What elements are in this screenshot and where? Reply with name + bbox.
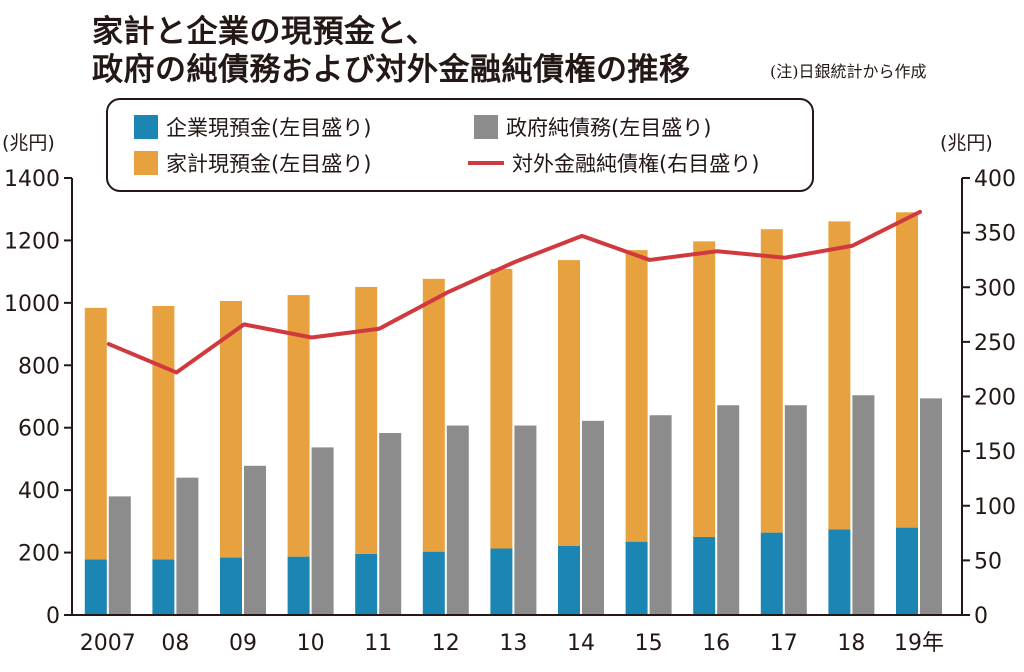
left-axis-tick-label: 600 (18, 417, 60, 442)
bar-government (244, 465, 266, 615)
legend-item-corporate: 企業現預金(左目盛り) (134, 112, 371, 142)
bar-household (625, 250, 648, 542)
x-tick-label: 18 (837, 631, 865, 656)
x-tick-label: 12 (432, 631, 460, 656)
left-axis-tick-label: 800 (18, 354, 60, 379)
legend-swatch-external (468, 161, 504, 165)
left-axis-tick-label: 1400 (4, 167, 60, 192)
chart-title-line2: 政府の純債務および対外金融純債権の推移 (92, 52, 691, 88)
left-axis-tick-label: 0 (46, 604, 60, 629)
right-axis-tick-label: 100 (974, 495, 1016, 520)
bar-government (514, 425, 537, 615)
bar-government (582, 420, 604, 615)
bar-corporate (422, 551, 445, 615)
bar-household (828, 221, 851, 530)
bar-government (920, 398, 942, 615)
x-tick-label: 15 (635, 631, 663, 656)
bar-corporate (287, 556, 310, 615)
bar-corporate (84, 559, 107, 615)
x-tick-label: 17 (770, 631, 798, 656)
bar-household (355, 286, 378, 554)
bar-household (152, 305, 175, 560)
left-axis-tick-label: 1000 (4, 292, 60, 317)
right-axis-tick-label: 150 (974, 440, 1016, 465)
x-tick-label: 10 (297, 631, 325, 656)
legend-item-household: 家計現預金(左目盛り) (134, 148, 371, 178)
bar-corporate (355, 553, 378, 615)
x-tick-label: 09 (229, 631, 257, 656)
right-axis-tick-label: 50 (974, 549, 1002, 574)
bar-corporate (625, 541, 648, 615)
bar-corporate (152, 559, 175, 615)
legend-label-external: 対外金融純債権(右目盛り) (512, 152, 760, 176)
x-tick-label: 16 (702, 631, 730, 656)
bar-corporate (896, 527, 918, 615)
legend-item-external: 対外金融純債権(右目盛り) (468, 148, 759, 178)
legend-swatch-household (134, 151, 158, 175)
legend-label-household: 家計現預金(左目盛り) (166, 152, 372, 176)
legend-swatch-government (474, 115, 498, 139)
x-tick-label: 08 (161, 631, 189, 656)
x-tick-label: 14 (567, 631, 595, 656)
bar-government (649, 415, 672, 615)
bar-corporate (828, 529, 851, 615)
left-axis-tick-label: 200 (18, 542, 60, 567)
legend-item-government: 政府純債務(左目盛り) (474, 112, 711, 142)
bar-government (311, 447, 334, 615)
bar-government (784, 405, 807, 615)
left-axis-unit: (兆円) (2, 132, 55, 154)
right-axis-tick-label: 250 (974, 331, 1016, 356)
bar-household (422, 278, 445, 552)
bar-government (176, 477, 199, 615)
bar-government (108, 496, 131, 615)
bar-corporate (220, 557, 242, 615)
bar-government (717, 405, 740, 615)
bar-corporate (558, 545, 580, 615)
x-tick-label: 13 (499, 631, 527, 656)
left-axis-tick-label: 1200 (4, 229, 60, 254)
bar-corporate (760, 532, 783, 615)
right-axis-tick-label: 0 (974, 604, 988, 629)
legend-label-corporate: 企業現預金(左目盛り) (166, 116, 372, 140)
bar-government (852, 395, 875, 615)
bar-household (287, 295, 310, 557)
bar-household (693, 241, 716, 537)
legend-swatch-corporate (134, 115, 158, 139)
left-axis-tick-label: 400 (18, 479, 60, 504)
bar-household (84, 307, 107, 560)
bar-household (558, 260, 580, 546)
bar-government (446, 425, 469, 615)
bar-household (760, 229, 783, 533)
x-tick-label: 11 (364, 631, 392, 656)
x-tick-label: 2007 (80, 631, 136, 656)
chart-title-line1: 家計と企業の現預金と、 (92, 14, 438, 50)
bar-household (490, 268, 513, 549)
source-note: (注)日銀統計から作成 (770, 62, 927, 81)
right-axis-tick-label: 300 (974, 276, 1016, 301)
bar-household (220, 300, 242, 558)
bar-corporate (693, 536, 716, 615)
legend: 企業現預金(左目盛り) 家計現預金(左目盛り) 政府純債務(左目盛り) 対外金融… (106, 98, 814, 192)
right-axis-tick-label: 400 (974, 167, 1016, 192)
bar-corporate (490, 548, 513, 615)
bar-household (896, 212, 918, 528)
x-tick-label: 19年 (894, 631, 944, 656)
right-axis-tick-label: 350 (974, 222, 1016, 247)
right-axis-tick-label: 200 (974, 386, 1016, 411)
bar-government (379, 433, 402, 615)
legend-label-government: 政府純債務(左目盛り) (506, 116, 712, 140)
right-axis-unit: (兆円) (940, 132, 993, 154)
